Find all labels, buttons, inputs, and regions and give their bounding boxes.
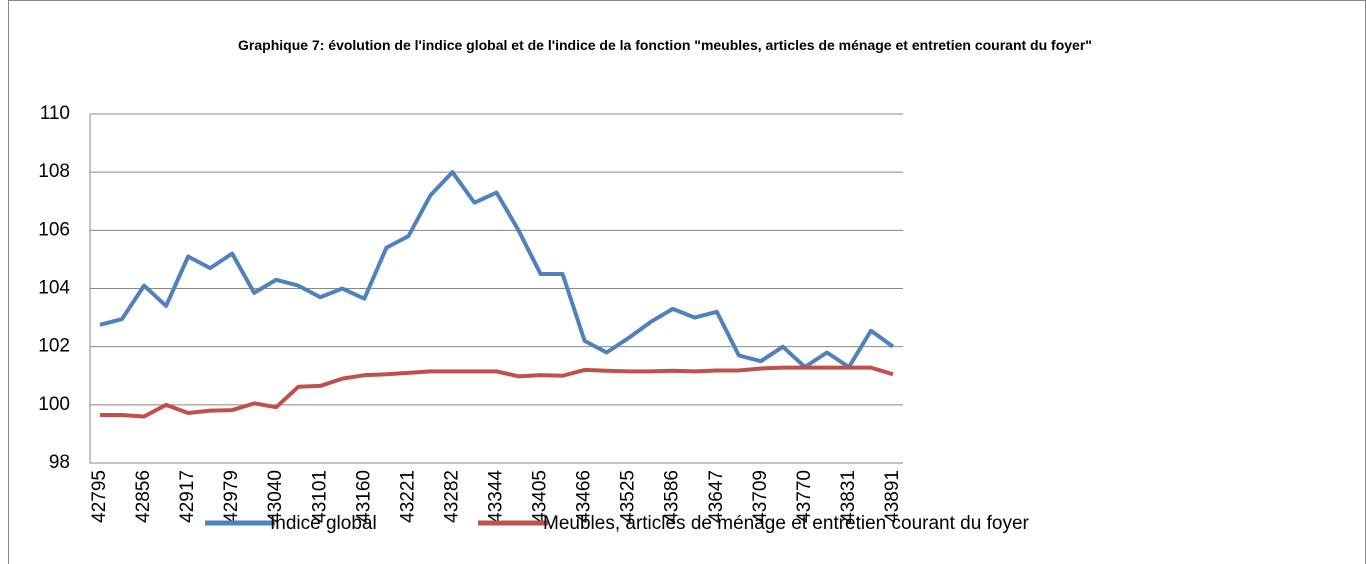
- line: [100, 365, 894, 419]
- x-tick-label: 43160: [353, 470, 374, 523]
- x-tick-label: 42917: [177, 470, 198, 523]
- y-tick-label: 108: [38, 161, 70, 182]
- x-tick-label: 43221: [397, 470, 418, 523]
- legend-label: Indice global: [270, 513, 377, 534]
- x-tick-label: 43709: [750, 470, 771, 523]
- x-tick-label: 43466: [574, 470, 595, 523]
- chart-border: [8, 0, 1366, 564]
- x-tick-label: 43770: [794, 470, 815, 523]
- chart-title: Graphique 7: évolution de l'indice globa…: [238, 37, 1092, 53]
- x-tick-label: 43282: [441, 470, 462, 523]
- y-tick-label: 102: [38, 336, 70, 357]
- x-tick-label: 43405: [530, 470, 551, 523]
- x-tick-label: 43101: [309, 470, 330, 523]
- line: [99, 170, 895, 370]
- x-tick-label: 42979: [221, 470, 242, 523]
- y-tick-label: 104: [38, 278, 70, 299]
- legend-label: Meubles, articles de ménage et entretien…: [543, 513, 1030, 534]
- x-tick-label: 43831: [838, 470, 859, 523]
- x-tick-label: 43525: [618, 470, 639, 523]
- x-tick-label: 43647: [706, 470, 727, 523]
- x-tick-label: 42795: [89, 470, 110, 523]
- y-tick-label: 106: [38, 219, 70, 240]
- x-tick-label: 42856: [133, 470, 154, 523]
- x-tick-label: 43586: [662, 470, 683, 523]
- x-tick-label: 43891: [882, 470, 903, 523]
- y-tick-label: 100: [38, 394, 70, 415]
- x-tick-label: 43040: [265, 470, 286, 523]
- y-tick-label: 110: [40, 103, 70, 124]
- x-tick-label: 43344: [486, 470, 507, 523]
- y-tick-label: 98: [49, 452, 70, 473]
